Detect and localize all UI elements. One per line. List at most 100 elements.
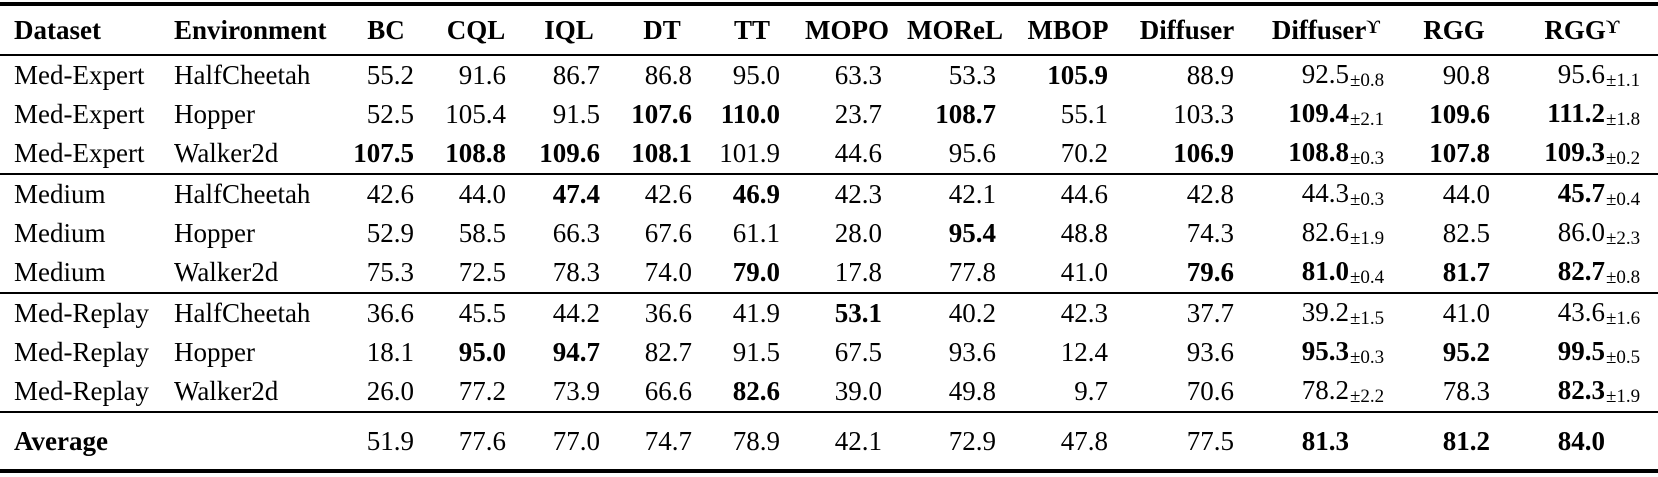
column-header-mbop: MBOP <box>1012 4 1124 55</box>
score-value: 88.9 <box>1186 60 1234 90</box>
value-cell-diffuser: 79.6 <box>1124 253 1250 293</box>
score-value: 108.7 <box>935 99 996 129</box>
std-dev-value: ±0.3 <box>1350 347 1385 368</box>
score-value: 82.6 <box>1301 217 1349 247</box>
environment-cell: HalfCheetah <box>174 179 311 209</box>
value-cell-cql: 95.0 <box>430 333 522 372</box>
score-value: 86.7 <box>552 60 600 90</box>
value-cell-diffuser: 70.6 <box>1124 372 1250 412</box>
score-value: 42.3 <box>834 179 882 209</box>
std-dev-value: ±0.3 <box>1350 148 1385 169</box>
value-cell-mopo: 28.0 <box>796 214 898 253</box>
score-value: 37.7 <box>1186 298 1234 328</box>
value-cell-diffuser_gamma: 81.0±0.4 <box>1250 253 1402 293</box>
score-value: 47.4 <box>552 179 600 209</box>
table-row: Med-Expert HalfCheetah 55.2 91.6 86.7 86.8 95.… <box>0 55 1658 95</box>
column-header-rgg: RGG <box>1402 4 1506 55</box>
score-value: 42.6 <box>366 179 414 209</box>
score-value: 55.1 <box>1060 99 1108 129</box>
value-cell-tt: 110.0 <box>708 95 796 134</box>
column-header-label: TT <box>733 14 771 45</box>
value-cell-bc: 18.1 <box>342 333 430 372</box>
score-value: 45.7 <box>1557 178 1605 208</box>
score-value: 51.9 <box>366 425 414 456</box>
score-value: 12.4 <box>1060 337 1108 367</box>
value-cell-cql: 72.5 <box>430 253 522 293</box>
value-cell-diffuser_gamma: 82.6±1.9 <box>1250 214 1402 253</box>
value-cell-tt: 46.9 <box>708 174 796 214</box>
score-value: 9.7 <box>1074 376 1108 406</box>
table-row: Medium Hopper 52.9 58.5 66.3 67.6 61.1 28.0 95.4… <box>0 214 1658 253</box>
score-value: 107.5 <box>353 138 414 168</box>
value-cell-cql: 77.2 <box>430 372 522 412</box>
value-cell-mbop: 47.8 <box>1012 412 1124 471</box>
value-cell-rgg_gamma: 84.0 <box>1506 412 1658 471</box>
value-cell-morel: 95.4 <box>898 214 1012 253</box>
table-row: Med-Expert Hopper 52.5 105.4 91.5 107.6 110.0 2… <box>0 95 1658 134</box>
score-value: 73.9 <box>552 376 600 406</box>
value-cell-cql: 108.8 <box>430 134 522 174</box>
std-dev-value: ±0.8 <box>1606 267 1641 288</box>
score-value: 42.3 <box>1060 298 1108 328</box>
score-value: 52.9 <box>366 218 414 248</box>
value-cell-rgg_gamma: 43.6±1.6 <box>1506 293 1658 333</box>
value-cell-cql: 77.6 <box>430 412 522 471</box>
score-value: 93.6 <box>948 337 996 367</box>
score-value: 66.3 <box>552 218 600 248</box>
value-cell-morel: 108.7 <box>898 95 1012 134</box>
score-value: 26.0 <box>366 376 414 406</box>
environment-cell: HalfCheetah <box>174 60 311 90</box>
value-cell-dt: 74.0 <box>616 253 708 293</box>
value-cell-dt: 82.7 <box>616 333 708 372</box>
score-value: 42.1 <box>834 425 882 456</box>
score-value: 67.5 <box>834 337 882 367</box>
score-value: 66.6 <box>644 376 692 406</box>
value-cell-bc: 26.0 <box>342 372 430 412</box>
value-cell-bc: 55.2 <box>342 55 430 95</box>
value-cell-dt: 74.7 <box>616 412 708 471</box>
value-cell-iql: 91.5 <box>522 95 616 134</box>
environment-cell: Hopper <box>174 337 255 367</box>
column-header-label: DT <box>643 14 681 45</box>
value-cell-mbop: 42.3 <box>1012 293 1124 333</box>
value-cell-morel: 77.8 <box>898 253 1012 293</box>
score-value: 81.2 <box>1442 425 1490 456</box>
value-cell-bc: 107.5 <box>342 134 430 174</box>
average-environment-empty <box>160 412 342 471</box>
value-cell-morel: 42.1 <box>898 174 1012 214</box>
score-value: 74.0 <box>644 257 692 287</box>
score-value: 67.6 <box>644 218 692 248</box>
value-cell-diffuser: 106.9 <box>1124 134 1250 174</box>
value-cell-rgg: 78.3 <box>1402 372 1506 412</box>
dataset-cell: Medium <box>14 179 106 209</box>
score-value: 95.6 <box>948 138 996 168</box>
std-dev-value: ±1.9 <box>1350 228 1385 249</box>
score-value: 109.6 <box>539 138 600 168</box>
score-value: 46.9 <box>732 179 780 209</box>
dataset-cell: Med-Replay <box>14 298 149 328</box>
score-value: 95.2 <box>1442 337 1490 367</box>
value-cell-dt: 67.6 <box>616 214 708 253</box>
dataset-cell: Med-Expert <box>14 99 145 129</box>
value-cell-morel: 49.8 <box>898 372 1012 412</box>
score-value: 107.8 <box>1429 138 1490 168</box>
score-value: 109.6 <box>1429 99 1490 129</box>
column-header-cql: CQL <box>430 4 522 55</box>
score-value: 77.6 <box>458 425 506 456</box>
score-value: 103.3 <box>1173 99 1234 129</box>
value-cell-cql: 58.5 <box>430 214 522 253</box>
value-cell-rgg_gamma: 82.3±1.9 <box>1506 372 1658 412</box>
table-row: Medium Walker2d 75.3 72.5 78.3 74.0 79.0 17.8 77… <box>0 253 1658 293</box>
value-cell-mopo: 42.1 <box>796 412 898 471</box>
score-value: 81.3 <box>1301 425 1349 456</box>
score-value: 78.3 <box>1442 376 1490 406</box>
score-value: 95.3 <box>1301 336 1349 366</box>
table-row: Med-Replay Walker2d 26.0 77.2 73.9 66.6 82.6 39… <box>0 372 1658 412</box>
dataset-cell: Medium <box>14 218 106 248</box>
column-header-tt: TT <box>708 4 796 55</box>
column-header-label: MOReL <box>907 14 1003 45</box>
value-cell-morel: 93.6 <box>898 333 1012 372</box>
table-row: Med-Replay Hopper 18.1 95.0 94.7 82.7 91.5 67.5… <box>0 333 1658 372</box>
score-value: 44.2 <box>552 298 600 328</box>
value-cell-tt: 41.9 <box>708 293 796 333</box>
